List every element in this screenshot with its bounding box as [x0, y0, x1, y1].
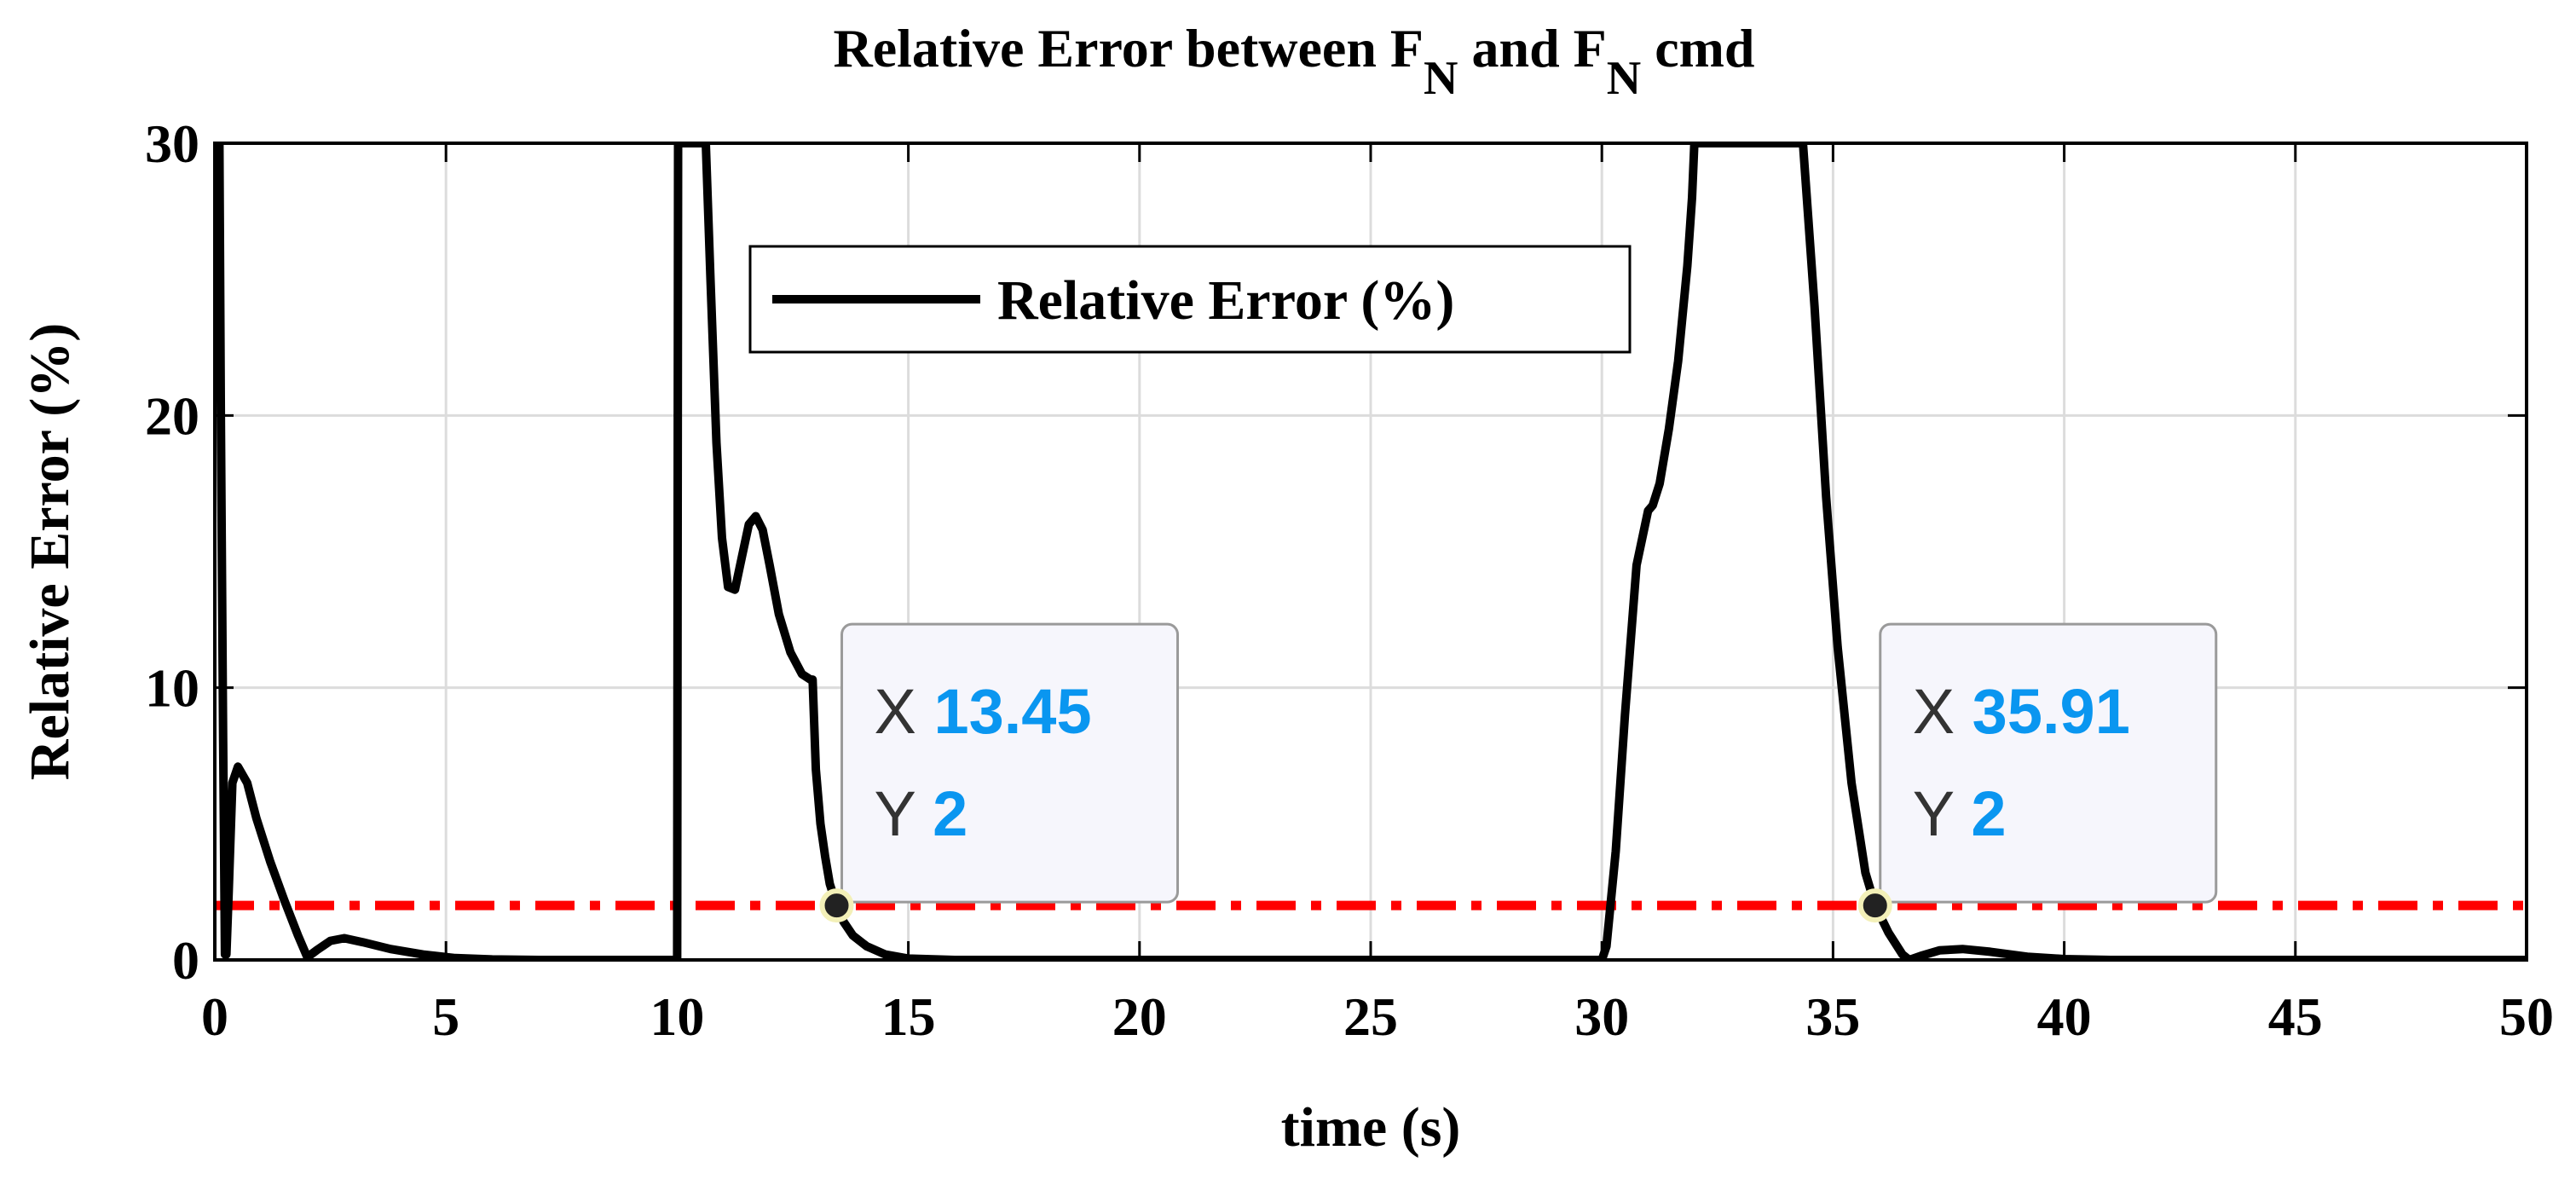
datatip-x-row: X 13.45	[875, 676, 1092, 747]
datatip-box	[1879, 622, 2218, 904]
datatip[interactable]: X 13.45 Y 2	[819, 622, 1180, 923]
legend-entry: Relative Error (%)	[997, 269, 1454, 332]
x-tick-label: 50	[2499, 986, 2554, 1047]
y-tick-label: 10	[145, 658, 199, 719]
datatip-box	[840, 622, 1180, 904]
series-layer	[215, 143, 2527, 960]
datatip-y-row: Y 2	[1913, 778, 2007, 849]
chart-title: Relative Error between FN and FN cmd	[833, 18, 1754, 105]
y-tick-label: 0	[172, 930, 199, 991]
y-tick-label: 20	[145, 385, 199, 446]
x-tick-label: 25	[1343, 986, 1398, 1047]
x-tick-label: 0	[201, 986, 228, 1047]
datatip-x-row: X 35.91	[1913, 676, 2130, 747]
datatips: X 13.45 Y 2 X 35.91 Y 2	[819, 622, 2218, 923]
axis-ticks: 0 5 10 15 20 25 30 35 40 45 50 0 10 20 30	[145, 113, 2554, 1047]
x-tick-label: 40	[2037, 986, 2092, 1047]
relative-error-series-line	[215, 143, 2527, 960]
y-tick-label: 30	[145, 113, 199, 174]
datatip-y-row: Y 2	[875, 778, 968, 849]
x-tick-label: 20	[1112, 986, 1167, 1047]
x-tick-label: 35	[1805, 986, 1860, 1047]
datatip[interactable]: X 35.91 Y 2	[1857, 622, 2218, 923]
x-tick-label: 30	[1574, 986, 1629, 1047]
datatip-marker[interactable]	[819, 888, 854, 923]
x-tick-label: 15	[881, 986, 936, 1047]
x-tick-label: 10	[650, 986, 704, 1047]
y-axis-label: Relative Error (%)	[19, 323, 81, 780]
x-tick-label: 5	[432, 986, 459, 1047]
legend: Relative Error (%)	[748, 245, 1632, 354]
datatip-marker[interactable]	[1857, 888, 1892, 923]
x-tick-label: 45	[2268, 986, 2323, 1047]
x-axis-label: time (s)	[1281, 1096, 1461, 1159]
